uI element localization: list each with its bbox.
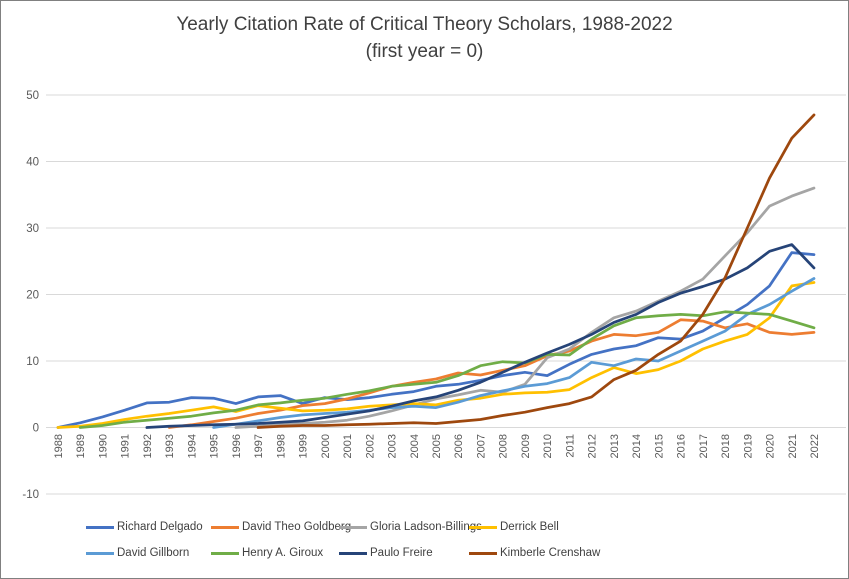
x-tick-label: 2021	[787, 434, 799, 458]
x-tick-label: 2016	[676, 434, 688, 458]
x-tick-label: 2013	[609, 434, 621, 458]
legend-item-david-gillborn: David Gillborn	[86, 546, 189, 560]
legend-label: Derrick Bell	[500, 521, 559, 533]
x-tick-label: 2017	[698, 434, 710, 458]
x-tick-label: 2008	[498, 434, 510, 458]
x-tick-label: 2018	[720, 434, 732, 458]
x-tick-label: 2004	[409, 434, 421, 458]
x-tick-label: 2000	[320, 434, 332, 458]
x-tick-label: 2009	[520, 434, 532, 458]
x-tick-label: 1989	[75, 434, 87, 458]
series-line-richard-delgado	[56, 251, 816, 429]
x-tick-label: 1992	[142, 434, 154, 458]
chart-title: Yearly Citation Rate of Critical Theory …	[176, 14, 673, 35]
y-tick-label: 30	[26, 223, 39, 235]
legend-swatch-david-theo-goldberg	[211, 525, 239, 529]
y-tick-label: 50	[26, 90, 39, 102]
legend-swatch-david-gillborn	[86, 551, 114, 555]
legend-swatch-derrick-bell	[469, 525, 497, 529]
x-tick-label: 2022	[809, 434, 821, 458]
x-tick-label: 2014	[631, 434, 643, 458]
series-line-david-theo-goldberg	[167, 318, 816, 429]
legend-label: Paulo Freire	[370, 547, 433, 559]
x-tick-label: 1993	[164, 434, 176, 458]
legend-item-henry-a-giroux: Henry A. Giroux	[211, 546, 323, 560]
x-tick-label: 2007	[475, 434, 487, 458]
legend-swatch-paulo-freire	[339, 551, 367, 555]
legend-label: Kimberle Crenshaw	[500, 547, 601, 559]
series-line-gloria-ladson-billings	[234, 186, 816, 429]
series-line-kimberle-crenshaw	[256, 113, 816, 429]
legend-label: David Theo Goldberg	[242, 521, 352, 533]
legend-swatch-richard-delgado	[86, 525, 114, 529]
y-tick-label: -10	[22, 489, 39, 501]
x-tick-label: 1995	[209, 434, 221, 458]
x-tick-label: 1999	[298, 434, 310, 458]
legend-label: Henry A. Giroux	[242, 547, 324, 559]
legend-item-gloria-ladson-billings: Gloria Ladson-Billings	[339, 520, 482, 534]
x-tick-label: 1998	[275, 434, 287, 458]
chart-subtitle: (first year = 0)	[365, 41, 484, 62]
y-tick-label: 0	[33, 423, 39, 435]
x-tick-label: 2012	[587, 434, 599, 458]
x-tick-label: 1990	[97, 434, 109, 458]
x-tick-label: 2020	[765, 434, 777, 458]
x-tick-label: 1988	[53, 434, 65, 458]
legend-item-paulo-freire: Paulo Freire	[339, 546, 433, 560]
x-tick-label: 2002	[364, 434, 376, 458]
legend-item-david-theo-goldberg: David Theo Goldberg	[211, 520, 351, 534]
x-tick-label: 2001	[342, 434, 354, 458]
x-tick-label: 1997	[253, 434, 265, 458]
series-line-henry-a-giroux	[78, 310, 816, 429]
legend-swatch-henry-a-giroux	[211, 551, 239, 555]
legend-swatch-gloria-ladson-billings	[339, 525, 367, 529]
x-tick-label: 2010	[542, 434, 554, 458]
legend-item-richard-delgado: Richard Delgado	[86, 520, 203, 534]
series-line-david-gillborn	[212, 277, 816, 429]
x-tick-label: 2003	[387, 434, 399, 458]
y-tick-label: 20	[26, 290, 39, 302]
x-tick-label: 2005	[431, 434, 443, 458]
y-tick-label: 40	[26, 157, 39, 169]
x-tick-label: 2015	[653, 434, 665, 458]
legend-label: Gloria Ladson-Billings	[370, 521, 482, 533]
legend-label: Richard Delgado	[117, 521, 203, 533]
x-tick-label: 2019	[742, 434, 754, 458]
legend-item-kimberle-crenshaw: Kimberle Crenshaw	[469, 546, 600, 560]
x-tick-label: 1996	[231, 434, 243, 458]
legend-label: David Gillborn	[117, 547, 190, 559]
legend-swatch-kimberle-crenshaw	[469, 551, 497, 555]
series-line-derrick-bell	[56, 281, 816, 429]
x-tick-label: 2006	[453, 434, 465, 458]
series-line-paulo-freire	[145, 243, 816, 429]
x-tick-label: 1991	[120, 434, 132, 458]
x-tick-label: 1994	[186, 434, 198, 458]
y-tick-label: 10	[26, 356, 39, 368]
x-tick-label: 2011	[564, 434, 576, 458]
legend-item-derrick-bell: Derrick Bell	[469, 520, 559, 534]
